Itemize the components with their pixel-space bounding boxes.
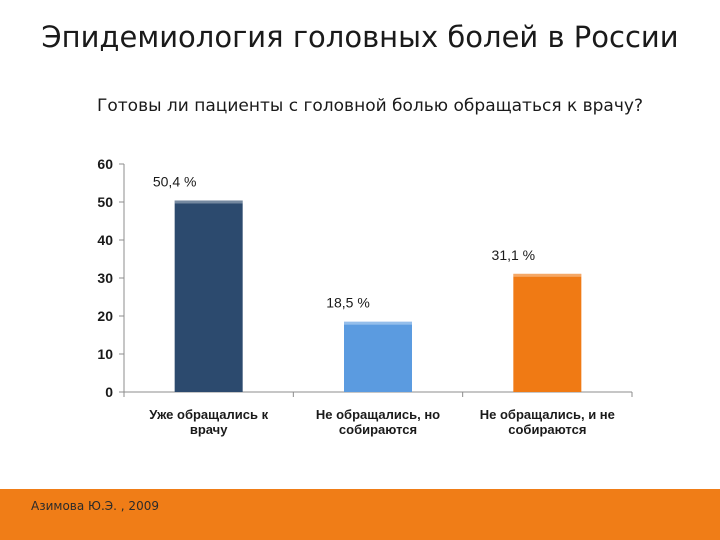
- data-label: 50,4 %: [153, 173, 197, 189]
- bar: [344, 321, 412, 392]
- y-tick-label: 30: [97, 270, 113, 286]
- x-tick-label: врачу: [190, 422, 228, 437]
- y-tick-label: 0: [105, 384, 113, 400]
- slide-title: Эпидемиология головных болей в России: [41, 20, 679, 54]
- x-tick-label: Уже обращались к: [149, 407, 268, 422]
- bar-chart: 0 10 20 30 40 50 60 50,4 % Уже обращались кврач…: [97, 156, 633, 437]
- bars: [174, 200, 582, 392]
- y-tick-label: 50: [97, 194, 113, 210]
- x-tick-label: Не обращались, но: [316, 407, 440, 422]
- footer-bar: [0, 489, 720, 540]
- x-tick-label: собираются: [508, 422, 586, 437]
- bar-highlight: [344, 321, 412, 325]
- data-label: 31,1 %: [492, 247, 536, 263]
- bar: [513, 273, 582, 392]
- footer-source: Азимова Ю.Э. , 2009: [31, 499, 159, 513]
- y-tick-label: 20: [97, 308, 113, 324]
- bar-highlight: [513, 273, 582, 277]
- data-label: 18,5 %: [326, 295, 370, 311]
- y-tick-label: 60: [97, 156, 113, 172]
- x-tick-label: собираются: [339, 422, 417, 437]
- bar: [174, 200, 243, 392]
- y-tick-label: 40: [97, 232, 113, 248]
- y-tick-label: 10: [97, 346, 113, 362]
- x-tick-label: Не обращались, и не: [480, 407, 615, 422]
- bar-highlight: [174, 200, 243, 204]
- chart-title: Готовы ли пациенты с головной болью обра…: [97, 96, 643, 116]
